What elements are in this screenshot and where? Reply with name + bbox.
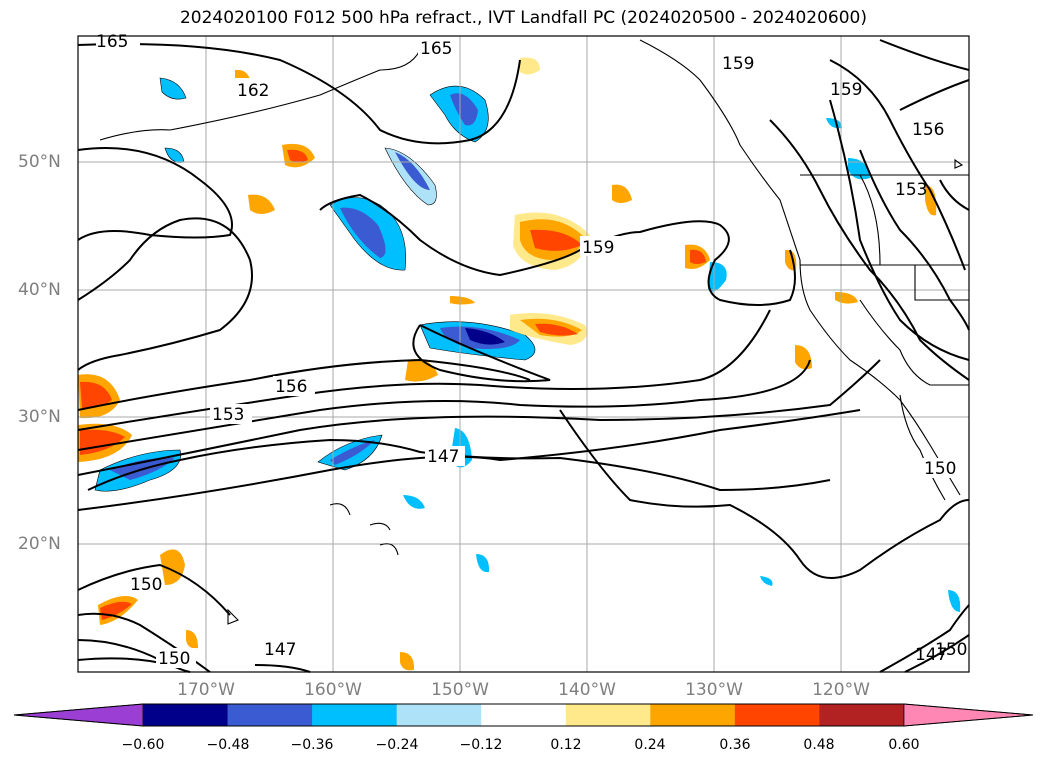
colorbar-extend-low <box>13 703 144 727</box>
colorbar-segment <box>396 704 482 726</box>
contour-label: 150 <box>130 575 162 595</box>
contour-label: 150 <box>935 640 967 660</box>
lat-label: 30°N <box>18 407 61 427</box>
lon-label: 170°W <box>177 680 235 700</box>
colorbar <box>13 703 1034 727</box>
contour-label: 147 <box>915 645 947 665</box>
contour-label: 156 <box>912 120 944 140</box>
lat-label: 50°N <box>18 152 61 172</box>
lat-label: 40°N <box>18 280 61 300</box>
lat-label: 20°N <box>18 534 61 554</box>
contour-label: 159 <box>830 80 862 100</box>
colorbar-tick-label: 0.12 <box>550 737 582 753</box>
colorbar-segment <box>819 704 905 726</box>
colorbar-tick-label: 0.36 <box>719 737 751 753</box>
colorbar-tick-label: −0.12 <box>459 737 503 753</box>
colorbar-segment <box>650 704 736 726</box>
lon-label: 120°W <box>812 680 870 700</box>
colorbar-tick-label: 0.24 <box>634 737 666 753</box>
contour-label: 165 <box>420 39 452 59</box>
colorbar-tick-label: 0.60 <box>888 737 920 753</box>
negative-anomaly-blobs <box>94 77 961 612</box>
colorbar-tick-label: −0.36 <box>290 737 334 753</box>
contour-label: 150 <box>158 649 190 669</box>
contour-label: 159 <box>722 54 754 74</box>
lon-label: 160°W <box>304 680 362 700</box>
colorbar-tick-label: −0.60 <box>121 737 165 753</box>
colorbar-tick-label: −0.24 <box>375 737 419 753</box>
colorbar-tick-label: 0.48 <box>803 737 835 753</box>
contour-label: 147 <box>427 447 459 467</box>
contour-label: 165 <box>96 32 128 52</box>
colorbar-segment <box>481 704 567 726</box>
shading-layer <box>78 57 961 671</box>
colorbar-outline <box>13 703 1034 727</box>
lon-label: 150°W <box>431 680 489 700</box>
contour-label: 159 <box>582 238 614 258</box>
lon-label: 130°W <box>685 680 743 700</box>
map-frame <box>77 35 970 673</box>
map-title: 2024020100 F012 500 hPa refract., IVT La… <box>179 8 867 28</box>
lon-label: 140°W <box>558 680 616 700</box>
contour-label: 150 <box>924 459 956 479</box>
contour-label: 156 <box>275 377 307 397</box>
contour-label: 162 <box>237 81 269 101</box>
colorbar-segment <box>227 704 313 726</box>
colorbar-tick-label: −0.48 <box>206 737 250 753</box>
colorbar-segment <box>734 704 820 726</box>
contour-label: 147 <box>264 640 296 660</box>
colorbar-extend-high <box>903 703 1034 727</box>
positive-anomaly-blobs <box>78 57 937 671</box>
contour-label: 153 <box>895 180 927 200</box>
contour-labels: 165 165 162 159 159 156 159 153 156 153 … <box>96 30 967 669</box>
colorbar-segment <box>143 704 229 726</box>
colorbar-segment <box>565 704 651 726</box>
contour-label: 153 <box>212 405 244 425</box>
colorbar-segment <box>312 704 398 726</box>
